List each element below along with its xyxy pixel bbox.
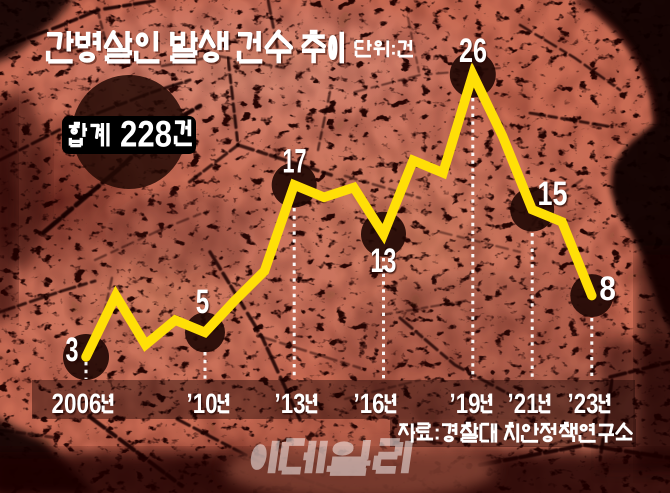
svg-text:15: 15	[538, 175, 568, 213]
svg-text:’23: ’23	[568, 388, 599, 419]
svg-text:’16: ’16	[354, 388, 385, 419]
svg-text:3: 3	[66, 331, 79, 369]
svg-text:13: 13	[370, 242, 396, 280]
svg-text:5: 5	[196, 283, 210, 321]
svg-text:’19: ’19	[450, 388, 481, 419]
svg-text:26: 26	[459, 32, 487, 70]
svg-text:’10: ’10	[187, 388, 218, 419]
svg-text:17: 17	[283, 143, 307, 181]
svg-text:228: 228	[120, 113, 172, 154]
svg-text:’13: ’13	[275, 388, 306, 419]
svg-text:’21: ’21	[508, 388, 539, 419]
svg-text:8: 8	[599, 270, 616, 308]
svg-text:2006: 2006	[52, 388, 102, 419]
